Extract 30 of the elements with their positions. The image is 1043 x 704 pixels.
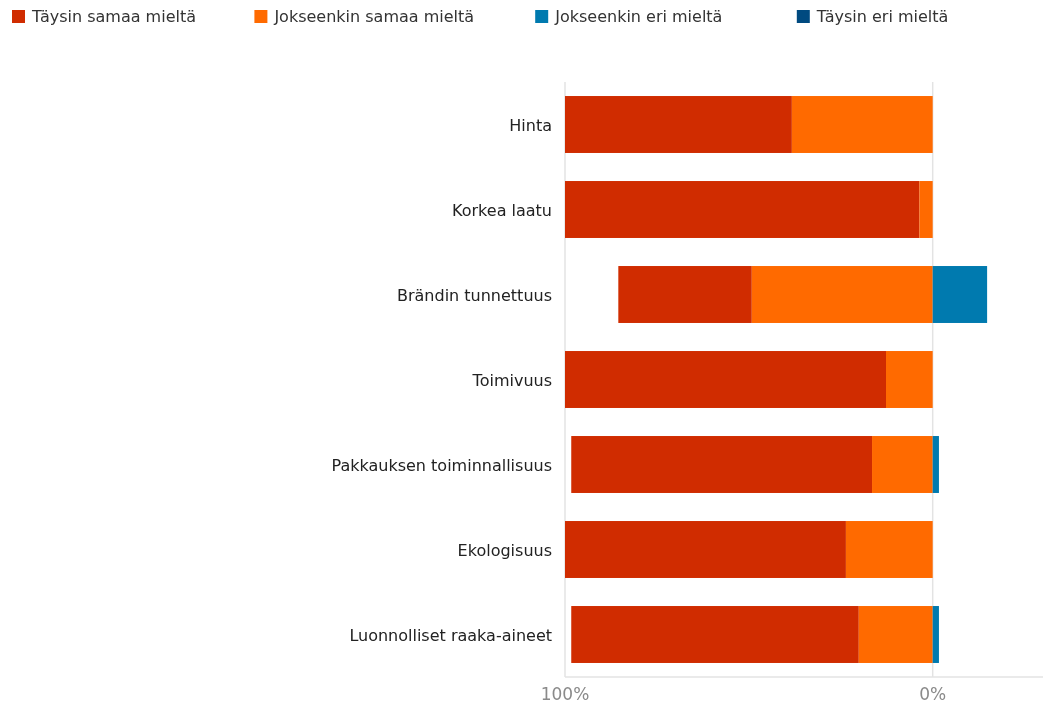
bar [791,96,933,153]
y-tick-label: Luonnolliset raaka-aineet [349,625,552,645]
bar [932,266,988,323]
bar [565,351,886,408]
legend-label: Jokseenkin samaa mieltä [273,6,475,26]
bar [751,266,933,323]
x-tick-label: 0% [919,684,947,704]
legend-label: Täysin samaa mieltä [31,6,197,26]
y-tick-label: Pakkauksen toiminnallisuus [331,455,552,475]
bar [565,181,920,238]
bar [845,521,933,578]
y-tick-label: Hinta [509,115,552,135]
bar [858,606,933,663]
bar [565,96,792,153]
bar [886,351,933,408]
legend-label: Jokseenkin eri mieltä [554,6,723,26]
bar [565,521,846,578]
bar [571,436,873,493]
bar [919,181,933,238]
y-tick-label: Korkea laatu [452,200,552,220]
legend-label: Täysin eri mieltä [815,6,949,26]
y-tick-label: Brändin tunnettuus [396,285,552,305]
bar [618,266,752,323]
y-tick-label: Toimivuus [471,370,552,390]
bar [932,606,939,663]
bar [932,436,939,493]
x-tick-label: 100% [540,684,590,704]
y-tick-label: Ekologisuus [457,540,552,560]
bar [872,436,933,493]
bar [571,606,859,663]
